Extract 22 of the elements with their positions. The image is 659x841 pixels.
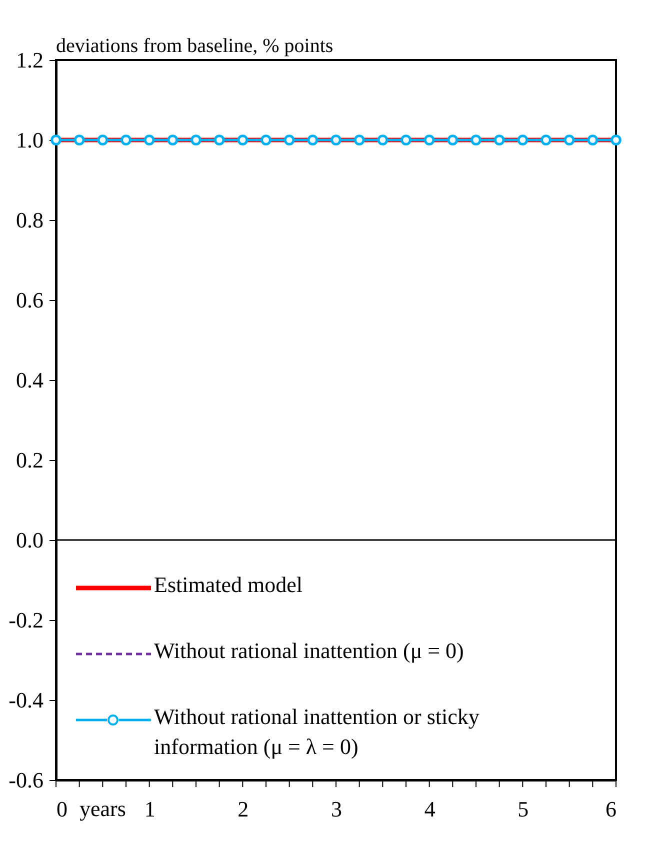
x-tick-label: 2 (238, 796, 249, 822)
y-tick-label: 0.0 (16, 528, 44, 552)
y-tick-label: -0.2 (8, 608, 44, 632)
y-tick-label: 0.4 (16, 368, 44, 392)
y-tick-label: 1.2 (16, 48, 44, 72)
x-axis-title: years (79, 796, 126, 821)
x-tick-label: 5 (518, 796, 529, 822)
x-tick-label: 1 (144, 796, 156, 822)
y-tick-label: 0.2 (16, 448, 44, 472)
legend-label: Without rational inattention (μ = 0) (154, 638, 464, 663)
y-tick-label: 1.0 (16, 128, 44, 152)
y-tick-label: -0.6 (8, 768, 44, 792)
x-tick-label: 4 (424, 796, 436, 822)
y-tick-label: -0.4 (8, 688, 44, 712)
y-axis-title: deviations from baseline, % points (56, 35, 334, 57)
x-tick-label: 0 (56, 796, 68, 822)
y-tick-label: 0.6 (16, 288, 44, 312)
legend-label: Without rational inattention or sticky information (μ = λ = 0) (154, 704, 480, 759)
x-tick-label: 6 (606, 796, 616, 822)
y-tick-label: 0.8 (16, 208, 44, 232)
x-tick-label: 3 (331, 796, 342, 822)
legend-label: Estimated model (154, 572, 302, 597)
